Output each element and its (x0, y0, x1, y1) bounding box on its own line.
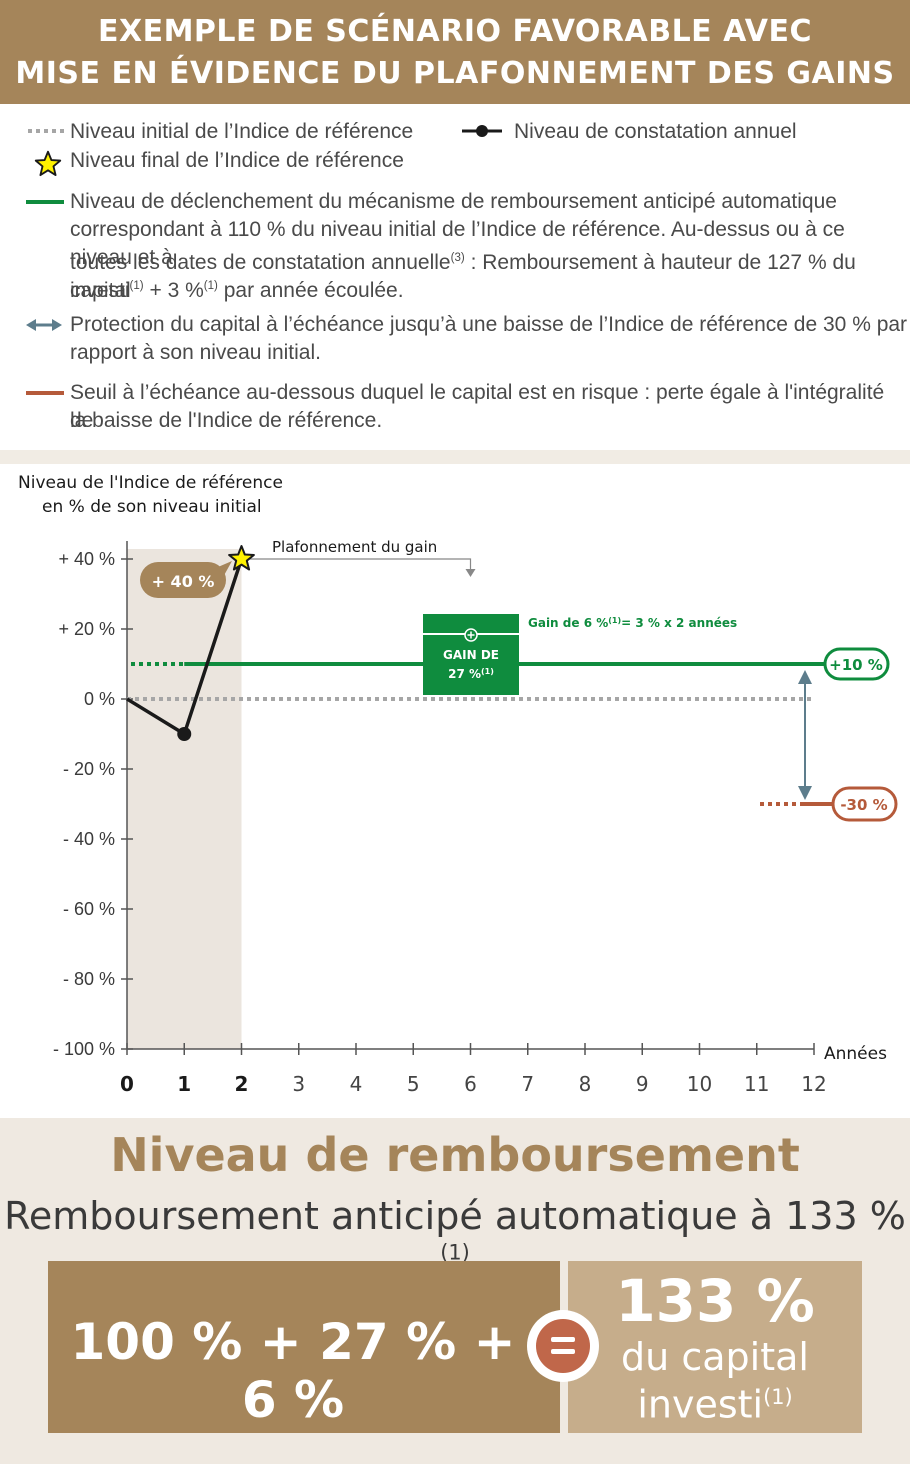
cap-arrow-head (465, 569, 476, 577)
double-arrow-icon (26, 319, 62, 331)
final-level-star (228, 545, 255, 571)
x-tick-label: 10 (687, 1072, 712, 1096)
x-tick-label: 3 (292, 1072, 305, 1096)
y-axis-title-line1: Niveau de l'Indice de référence (18, 473, 283, 493)
observation-point (177, 727, 192, 741)
y-tick-label: - 20 % (63, 759, 115, 779)
legend-risk-line2: la baisse de l'Indice de référence. (70, 409, 383, 432)
legend-trigger-line4: investi(1) + 3 %(1) par année écoulée. (70, 279, 404, 302)
formula-text: 100 % + 27 % + 6 % (70, 1313, 516, 1429)
legend-trigger-line1: Niveau de déclenchement du mécanisme de … (70, 190, 837, 213)
x-tick-label: 2 (235, 1072, 249, 1096)
result-value: 133 % (615, 1267, 815, 1335)
gain-box-label: GAIN DE (443, 648, 499, 662)
trigger-badge-label: +10 % (829, 656, 883, 674)
title-line-2: MISE EN ÉVIDENCE DU PLAFONNEMENT DES GAI… (15, 56, 895, 91)
star-icon (34, 150, 62, 177)
chart-plot-area: + 40 % + 20 % 0 % - 20 % - 40 % - 60 % - 80 % -… (53, 538, 898, 1096)
x-axis-title: Années (824, 1044, 887, 1064)
repayment-section: Niveau de remboursement Remboursement an… (0, 1118, 910, 1464)
legend-annual-observation: Niveau de constatation annuel (514, 120, 797, 143)
formula-box: 100 % + 27 % + 6 % (48, 1261, 560, 1433)
legend-initial-level: Niveau initial de l’Indice de référence (70, 120, 414, 143)
x-tick-label: 9 (636, 1072, 649, 1096)
result-caption: du capital investi(1) (621, 1335, 809, 1427)
dotted-line-icon (28, 129, 64, 133)
legend-trigger-line2: correspondant à 110 % du niveau initial … (70, 218, 845, 269)
x-tick-label: 8 (579, 1072, 592, 1096)
legend: Niveau initial de l’Indice de référence … (0, 104, 910, 450)
x-tick-label: 6 (464, 1072, 477, 1096)
y-tick-label: + 40 % (58, 549, 115, 569)
x-tick-label: 12 (801, 1072, 826, 1096)
x-tick-label: 0 (120, 1072, 134, 1096)
x-tick-label: 7 (521, 1072, 534, 1096)
repayment-subtitle: Remboursement anticipé automatique à 133… (4, 1194, 906, 1265)
x-tick-label: 1 (177, 1072, 191, 1096)
separator-band (0, 450, 910, 464)
cap-label: Plafonnement du gain (272, 538, 437, 556)
y-tick-label: - 80 % (63, 969, 115, 989)
y-axis-title-line2: en % de son niveau initial (42, 497, 262, 517)
x-tick-label: 5 (407, 1072, 420, 1096)
gain-box (423, 614, 519, 695)
x-tick-label: 11 (744, 1072, 769, 1096)
chart: Niveau de l'Indice de référence en % de … (18, 473, 898, 1096)
result-box: 133 % du capital investi(1) (568, 1261, 862, 1433)
y-tick-label: + 20 % (58, 619, 115, 639)
line-dot-icon (462, 125, 502, 137)
y-tick-label: - 100 % (53, 1039, 115, 1059)
legend-final-level: Niveau final de l’Indice de référence (70, 149, 404, 172)
y-tick-label: - 40 % (63, 829, 115, 849)
final-callout-label: + 40 % (152, 572, 215, 591)
gain-note: Gain de 6 %(1)= 3 % x 2 années (528, 616, 737, 630)
legend-trigger-line3: toutes les dates de constatation annuell… (70, 251, 856, 302)
y-tick-label: - 60 % (63, 899, 115, 919)
final-callout (140, 562, 226, 598)
protection-arrow-head-up (798, 670, 812, 684)
equals-icon (527, 1310, 599, 1382)
risk-badge (831, 786, 898, 822)
title-banner: EXEMPLE DE SCÉNARIO FAVORABLE AVEC MISE … (0, 0, 910, 104)
cap-bracket (245, 558, 472, 571)
shaded-period (127, 549, 242, 1049)
green-line-icon (26, 200, 64, 204)
legend-protection-line2: rapport à son niveau initial. (70, 341, 321, 364)
repayment-heading: Niveau de remboursement (110, 1128, 800, 1182)
risk-badge-label: -30 % (840, 796, 887, 814)
x-tick-label: 4 (350, 1072, 363, 1096)
legend-risk-line1: Seuil à l’échéance au-dessous duquel le … (70, 381, 885, 432)
y-tick-label: 0 % (84, 689, 115, 709)
orange-line-icon (26, 391, 64, 395)
final-callout-pointer (218, 561, 232, 579)
trigger-badge (823, 647, 890, 681)
title-line-1: EXEMPLE DE SCÉNARIO FAVORABLE AVEC (97, 14, 813, 49)
legend-protection-line1: Protection du capital à l’échéance jusqu… (70, 313, 908, 336)
protection-arrow-head-down (798, 786, 812, 800)
